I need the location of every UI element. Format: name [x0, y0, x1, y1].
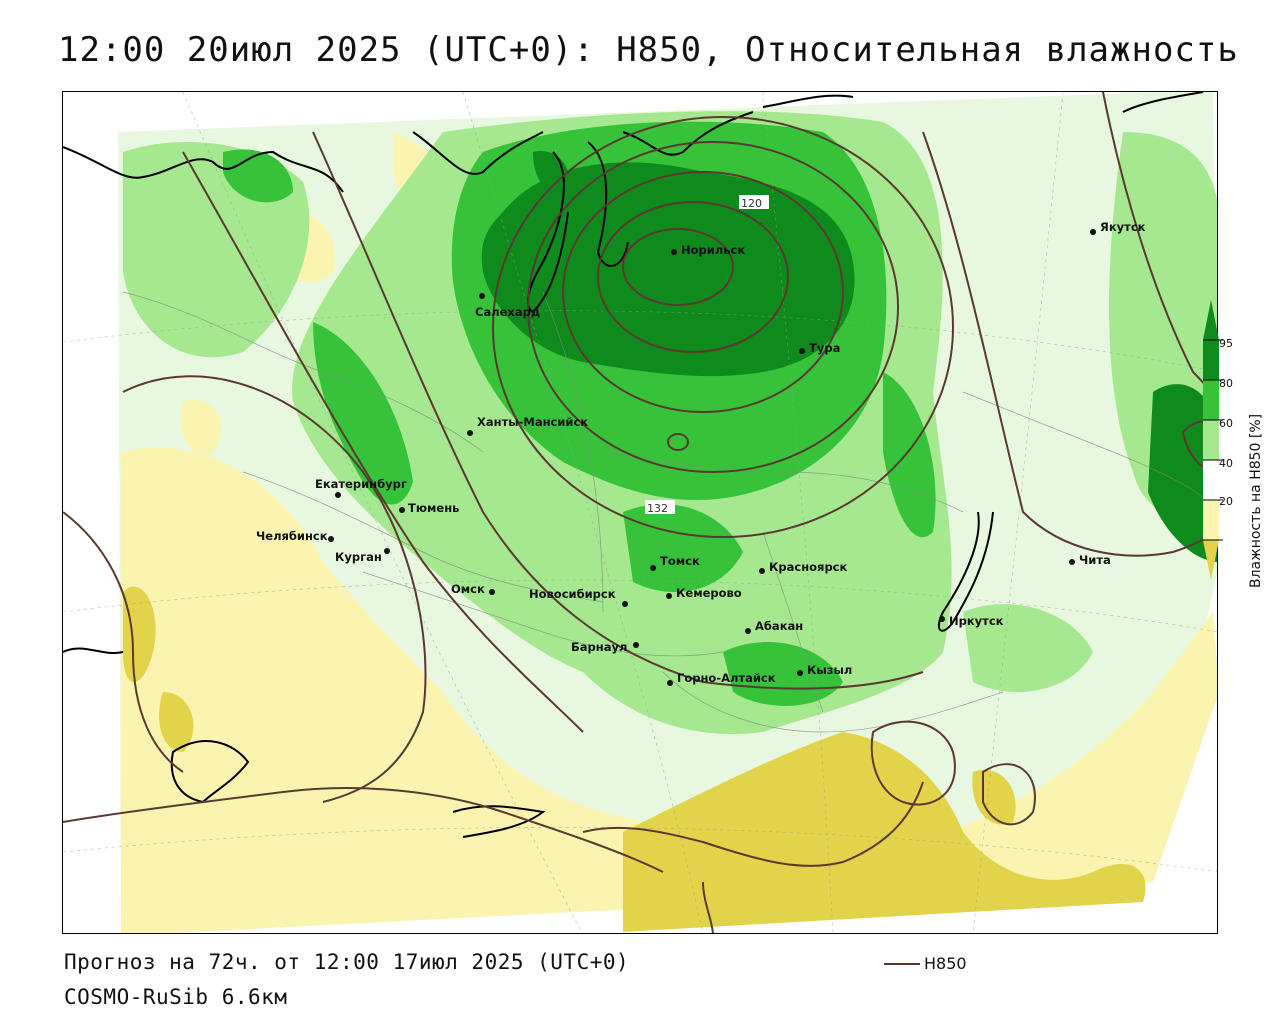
svg-text:Кемерово: Кемерово [676, 586, 742, 600]
city-irkutsk[interactable]: Иркутск [939, 614, 1004, 628]
cities: Якутск Норильск Салехард Тура Ханты-Манс… [256, 220, 1146, 686]
colorbar-top-arrow [1203, 300, 1219, 340]
svg-text:Норильск: Норильск [681, 243, 745, 257]
svg-text:Ханты-Мансийск: Ханты-Мансийск [477, 415, 588, 429]
city-tyumen[interactable]: Тюмень [399, 501, 459, 515]
city-krasnoyarsk[interactable]: Красноярск [759, 560, 847, 574]
svg-text:Омск: Омск [451, 582, 485, 596]
svg-text:Барнаул: Барнаул [571, 640, 627, 654]
humidity-dark-green-fields [481, 151, 1217, 562]
colorbar-bottom-arrow [1203, 540, 1219, 580]
contour-label-group: 120 132 [645, 195, 769, 515]
forecast-info: Прогноз на 72ч. от 12:00 17июл 2025 (UTC… [64, 950, 630, 974]
region-boundaries [122, 291, 1217, 733]
city-novosibirsk[interactable]: Новосибирск [529, 587, 628, 607]
svg-text:Екатеринбург: Екатеринбург [315, 477, 407, 491]
svg-text:Чита: Чита [1079, 553, 1111, 567]
svg-text:Красноярск: Красноярск [769, 560, 847, 574]
city-abakan[interactable]: Абакан [745, 619, 803, 634]
city-khanty-mansiysk[interactable]: Ханты-Мансийск [467, 415, 588, 436]
colorbar-band-60-80 [1203, 420, 1219, 460]
city-kyzyl[interactable]: Кызыл [797, 663, 852, 677]
legend-line-swatch [884, 962, 920, 965]
city-tura[interactable]: Тура [799, 341, 840, 355]
city-kurgan[interactable]: Курган [335, 548, 390, 564]
city-omsk[interactable]: Омск [451, 582, 495, 596]
svg-text:Челябинск: Челябинск [256, 529, 328, 543]
contour-label-120: 120 [741, 197, 762, 210]
humidity-colorbar: 95 80 60 40 20 [1203, 300, 1233, 580]
svg-text:Тура: Тура [809, 341, 840, 355]
map-canvas: 120 132 Якутск Норильск Салехард Тура Ха… [63, 92, 1217, 933]
city-gorno-altaysk[interactable]: Горно-Алтайск [667, 671, 776, 686]
model-info: COSMO-RuSib 6.6км [64, 985, 288, 1009]
city-yakutsk[interactable]: Якутск [1090, 220, 1146, 235]
colorbar-band-40-60 [1203, 460, 1219, 500]
coastlines [63, 92, 1204, 838]
colorbar-tick-40: 40 [1219, 457, 1233, 470]
city-tomsk[interactable]: Томск [650, 554, 700, 571]
city-kemerovo[interactable]: Кемерово [666, 586, 742, 600]
contour-legend: H850 [884, 954, 967, 973]
colorbar-tick-60: 60 [1219, 417, 1233, 430]
h850-contours [63, 92, 1217, 933]
svg-text:Абакан: Абакан [755, 619, 803, 633]
city-chelyabinsk[interactable]: Челябинск [256, 529, 334, 543]
colorbar-tick-95: 95 [1219, 337, 1233, 350]
city-norilsk[interactable]: Норильск [671, 243, 745, 257]
contour-label-132: 132 [647, 502, 668, 515]
svg-text:Салехард: Салехард [475, 305, 540, 319]
svg-text:Томск: Томск [660, 554, 700, 568]
colorbar-band-80-95 [1203, 380, 1219, 420]
city-barnaul[interactable]: Барнаул [571, 640, 639, 654]
map-title: 12:00 20июл 2025 (UTC+0): H850, Относите… [58, 30, 1239, 70]
svg-text:Новосибирск: Новосибирск [529, 587, 616, 601]
svg-text:Горно-Алтайск: Горно-Алтайск [677, 671, 776, 685]
colorbar-tick-80: 80 [1219, 377, 1233, 390]
colorbar-band-95-plus [1203, 340, 1219, 380]
legend-label: H850 [924, 954, 967, 973]
svg-text:Курган: Курган [335, 550, 382, 564]
svg-text:Тюмень: Тюмень [408, 501, 459, 515]
svg-text:Кызыл: Кызыл [807, 663, 852, 677]
city-salekhard[interactable]: Салехард [475, 293, 540, 319]
city-yekaterinburg[interactable]: Екатеринбург [315, 477, 407, 498]
svg-text:Иркутск: Иркутск [949, 614, 1004, 628]
colorbar-band-20-40 [1203, 500, 1219, 540]
svg-text:Якутск: Якутск [1100, 220, 1146, 234]
graticule [63, 92, 1217, 933]
city-chita[interactable]: Чита [1069, 553, 1111, 567]
map-panel[interactable]: 120 132 Якутск Норильск Салехард Тура Ха… [62, 91, 1218, 934]
colorbar-tick-20: 20 [1219, 495, 1233, 508]
colorbar-title: Влажность на H850 [%] [1248, 413, 1264, 588]
